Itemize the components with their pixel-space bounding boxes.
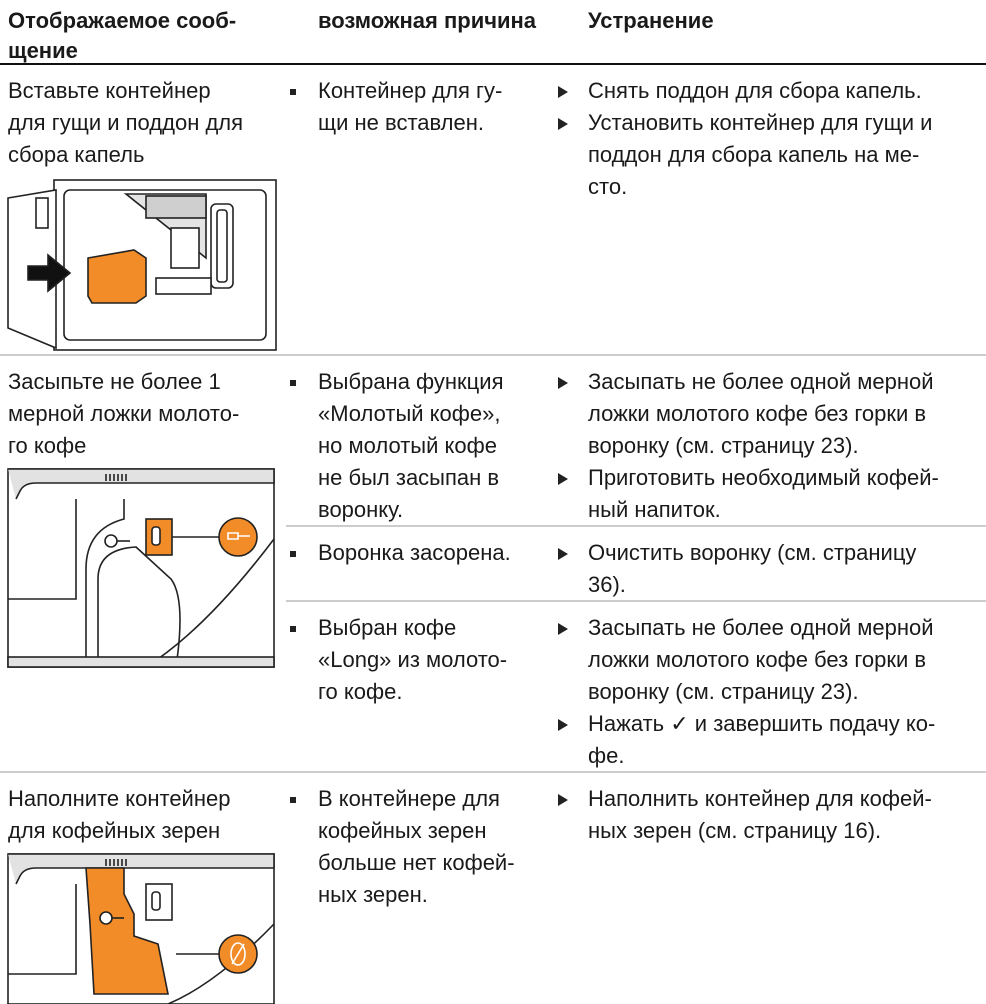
bullet [290,380,296,386]
illustration-part [8,853,275,885]
illustration-part [85,867,169,995]
message-line: сбора капель [8,142,144,167]
illustration-part [105,859,127,866]
bullet-arrow [558,623,568,635]
illustration-part [35,197,49,229]
bullet-arrow [558,377,568,389]
illustration-part [155,277,212,295]
cause-line: го кофе. [318,679,402,704]
remedy-line: Снять поддон для сбора капель. [588,78,922,103]
message-line: для кофейных зерен [8,818,220,843]
cause-line: Выбрана функция [318,369,504,394]
cause-line: щи не вставлен. [318,110,484,135]
remedy-line: сто. [588,174,627,199]
remedy-line: ложки молотого кофе без горки в [588,401,926,426]
header-cell: щение [8,38,78,63]
illustration-part [99,911,113,925]
illustration-part [7,468,275,668]
illustration-part [145,195,207,219]
message-line: Наполните контейнер [8,786,230,811]
illustration-part [227,532,250,540]
remedy-line: воронку (см. страницу 23). [588,433,859,458]
cause-line: Выбран кофе [318,615,456,640]
message-line: го кофе [8,433,86,458]
remedy-line: ложки молотого кофе без горки в [588,647,926,672]
illustration-part [104,534,118,548]
bullet-arrow [558,794,568,806]
cause-line: «Long» из молото- [318,647,507,672]
message-line: Вставьте контейнер [8,78,211,103]
remedy-line: Засыпать не более одной мерной [588,369,934,394]
remedy-line: Приготовить необходимый кофей- [588,465,939,490]
remedy-line: Нажать ✓ и завершить подачу ко- [588,711,935,736]
remedy-line: Установить контейнер для гущи и [588,110,932,135]
bullet-arrow [558,473,568,485]
illustration-part [97,546,181,668]
cause-line: не был засыпан в [318,465,499,490]
illustration-coffee-beans [7,853,275,1004]
header-cell: Устранение [588,8,714,33]
message-line: мерной ложки молото- [8,401,239,426]
cause-line: Контейнер для гу- [318,78,502,103]
illustration-part [7,656,275,668]
remedy-line: фе. [588,743,624,768]
bullet-arrow [558,86,568,98]
illustration-insert-container [7,179,277,351]
message-line: для гущи и поддон для [8,110,243,135]
remedy-line: 36). [588,572,626,597]
bullet [290,797,296,803]
cause-line: но молотый кофе [318,433,497,458]
remedy-line: Засыпать не более одной мерной [588,615,934,640]
cause-line: «Молотый кофе», [318,401,500,426]
illustration-part [27,253,72,293]
bullet [290,626,296,632]
illustration-part [8,884,77,975]
illustration-part [151,526,161,546]
illustration-part [170,227,200,269]
remedy-line: ных зерен (см. страницу 16). [588,818,881,843]
message-line: Засыпьте не более 1 [8,369,221,394]
bullet-arrow [558,719,568,731]
cause-line: больше нет кофей- [318,850,515,875]
illustration-part [105,474,127,481]
bullet-arrow [558,548,568,560]
bullet [290,551,296,557]
bullet [290,89,296,95]
illustration-part [85,499,125,667]
header-cell: возможная причина [318,8,537,33]
illustration-ground-coffee [7,468,275,668]
cause-line: кофейных зерен [318,818,487,843]
cause-line: Воронка засорена. [318,540,511,565]
illustration-part [231,943,245,965]
illustration-part [87,249,147,304]
cause-line: воронку. [318,497,403,522]
illustration-part [8,468,275,500]
remedy-line: Очистить воронку (см. страницу [588,540,916,565]
remedy-line: воронку (см. страницу 23). [588,679,859,704]
cause-line: ных зерен. [318,882,428,907]
illustration-part [8,499,77,600]
illustration-part [151,891,161,911]
illustration-part [216,209,228,283]
header-cell: Отображаемое сооб- [8,8,236,33]
illustration-part [230,942,246,966]
cause-line: В контейнере для [318,786,500,811]
remedy-line: Наполнить контейнер для кофей- [588,786,932,811]
illustration-part [167,923,275,1004]
remedy-line: ный напиток. [588,497,721,522]
bullet-arrow [558,118,568,130]
remedy-line: поддон для сбора капель на ме- [588,142,919,167]
